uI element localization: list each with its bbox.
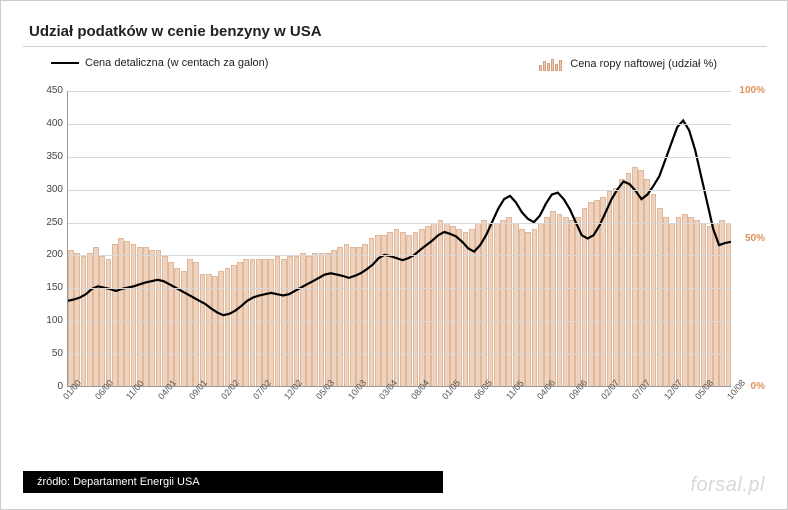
legend-bars-label: Cena ropy naftowej (udział %) <box>570 58 717 70</box>
gridline <box>68 91 731 92</box>
gridline <box>68 321 731 322</box>
line-layer <box>68 91 731 386</box>
gridline <box>68 157 731 158</box>
x-axis-tick: 01/00 <box>61 378 83 402</box>
gridline <box>68 223 731 224</box>
y-axis-left-tick: 300 <box>33 184 63 195</box>
source-box: źródło: Departament Energii USA <box>23 471 443 493</box>
gridline <box>68 288 731 289</box>
legend-line-swatch <box>51 62 79 64</box>
y-axis-left-tick: 450 <box>33 85 63 96</box>
y-axis-left-tick: 50 <box>33 348 63 359</box>
plot-area <box>67 91 731 387</box>
chart-container: Udział podatków w cenie benzyny w USA Ce… <box>23 19 767 459</box>
y-axis-right-tick: 100% <box>739 85 765 96</box>
gridline <box>68 124 731 125</box>
y-axis-left-tick: 250 <box>33 217 63 228</box>
y-axis-left-tick: 350 <box>33 151 63 162</box>
y-axis-left-tick: 100 <box>33 315 63 326</box>
legend-bars: Cena ropy naftowej (udział %) <box>539 57 717 71</box>
legend-bars-swatch <box>539 57 562 71</box>
gridline <box>68 255 731 256</box>
watermark: forsal.pl <box>690 474 765 497</box>
gridline <box>68 190 731 191</box>
y-axis-left-tick: 200 <box>33 249 63 260</box>
y-axis-right-tick: 50% <box>745 233 765 244</box>
price-line <box>68 121 731 316</box>
legend-line-label: Cena detaliczna (w centach za galon) <box>85 57 268 69</box>
y-axis-left-tick: 400 <box>33 118 63 129</box>
chart-title: Udział podatków w cenie benzyny w USA <box>23 19 767 44</box>
legend-line: Cena detaliczna (w centach za galon) <box>51 57 268 69</box>
y-axis-left-tick: 0 <box>33 381 63 392</box>
y-axis-left-tick: 150 <box>33 282 63 293</box>
title-bar: Udział podatków w cenie benzyny w USA <box>23 19 767 47</box>
source-text: źródło: Departament Energii USA <box>37 476 200 488</box>
gridline <box>68 354 731 355</box>
y-axis-right-tick: 0% <box>751 381 765 392</box>
